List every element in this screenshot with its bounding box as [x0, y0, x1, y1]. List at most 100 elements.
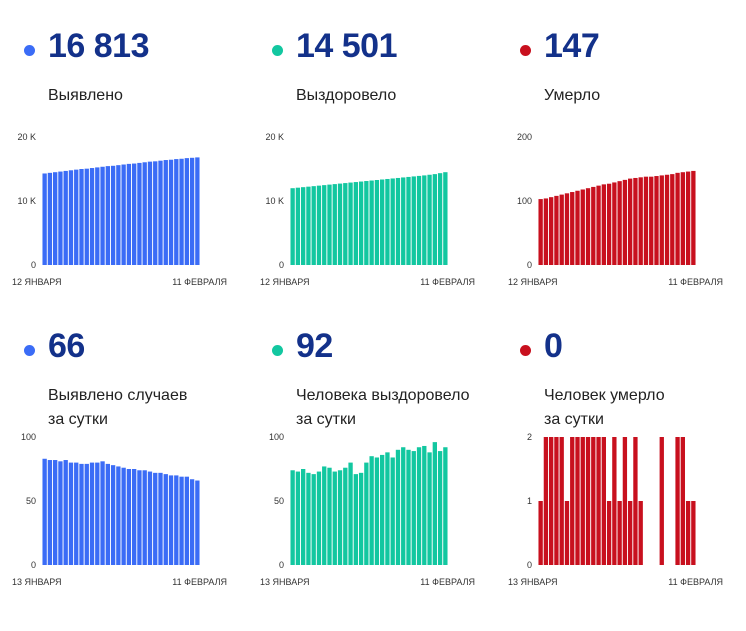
bar [174, 475, 179, 565]
recovered-daily-label: Человека выздоровело за сутки [296, 384, 491, 432]
bar [290, 470, 295, 565]
bar [422, 175, 427, 265]
bar [84, 463, 89, 565]
bar [685, 501, 691, 565]
bar [538, 501, 543, 565]
bar [53, 460, 58, 565]
bar [179, 476, 184, 565]
y-tick-label: 0 [279, 560, 284, 570]
y-tick-label: 50 [26, 496, 36, 506]
bar [585, 437, 591, 565]
bar [390, 178, 395, 265]
bar [348, 462, 353, 565]
bar [105, 463, 110, 565]
bar [628, 501, 633, 565]
bar [100, 166, 105, 265]
died-label: Умерло [544, 84, 739, 108]
bar [316, 185, 322, 265]
bar [622, 179, 628, 265]
y-tick-label: 100 [517, 196, 532, 206]
bar [353, 474, 358, 565]
bar [643, 176, 649, 265]
y-tick-label: 200 [517, 132, 532, 142]
bar [158, 472, 163, 565]
bar [416, 447, 422, 565]
bar [564, 501, 570, 565]
bar [68, 170, 74, 265]
bar [142, 470, 147, 565]
bar [343, 467, 348, 565]
bar [63, 460, 68, 565]
bar [691, 501, 696, 565]
legend-dot [272, 345, 283, 356]
bar [664, 174, 670, 265]
bar [311, 186, 316, 265]
detected-value: 16 813 [48, 27, 150, 65]
x-tick-label-end: 11 ФЕВРАЛЯ [668, 577, 723, 587]
bar [116, 466, 121, 565]
bar [406, 176, 411, 265]
bar [168, 159, 174, 265]
bar [358, 472, 364, 565]
bar [105, 166, 110, 265]
bar [385, 178, 390, 265]
bar [332, 471, 337, 565]
bar [337, 183, 343, 265]
bar [68, 462, 74, 565]
label-line: Человек умерло [544, 387, 665, 404]
bar [163, 160, 168, 265]
bar [184, 158, 189, 265]
bar [163, 474, 168, 565]
y-tick-label: 20 K [265, 132, 284, 142]
bar [411, 176, 416, 265]
bar [628, 178, 633, 265]
bar [559, 437, 564, 565]
bar [685, 171, 691, 265]
panel-5: 0 Человек умерло за сутки 0 1 2 13 ЯНВАРЯ 11 ФЕ… [496, 300, 742, 600]
bar [42, 458, 47, 565]
bar [353, 182, 358, 265]
bar [189, 157, 195, 265]
bar [411, 451, 416, 565]
bar [638, 177, 643, 265]
bar [79, 169, 84, 265]
bar [659, 175, 664, 265]
y-tick-label: 0 [31, 560, 36, 570]
bar [564, 193, 570, 265]
detected-daily-chart: 0 50 100 13 ЯНВАРЯ 11 ФЕВРАЛЯ [12, 432, 227, 587]
bar [549, 197, 554, 265]
bar [654, 176, 659, 265]
bar [659, 437, 664, 565]
bar [575, 437, 580, 565]
bar [132, 163, 137, 265]
bar [395, 177, 401, 265]
bar [437, 451, 443, 565]
bar [110, 165, 116, 265]
bar [401, 177, 406, 265]
bar [406, 449, 411, 565]
legend-dot [520, 45, 531, 56]
bar [316, 471, 322, 565]
legend-dot [24, 345, 35, 356]
bar [570, 192, 575, 265]
bar [306, 186, 311, 265]
bar [432, 174, 437, 265]
bar [95, 462, 100, 565]
x-tick-label-start: 13 ЯНВАРЯ [12, 577, 62, 587]
bar [649, 176, 654, 265]
bar [416, 175, 422, 265]
bar [295, 471, 301, 565]
bar [443, 172, 448, 265]
bar [395, 449, 401, 565]
bar [306, 472, 311, 565]
bar [554, 195, 559, 265]
bar [58, 171, 63, 265]
bar [585, 188, 591, 265]
died-chart: 0 100 200 12 ЯНВАРЯ 11 ФЕВРАЛЯ [508, 132, 723, 287]
bar [168, 475, 174, 565]
x-tick-label-end: 11 ФЕВРАЛЯ [172, 577, 227, 587]
died-daily-value: 0 [544, 327, 563, 365]
label-line: за сутки [48, 411, 108, 428]
detected-daily-value: 66 [48, 327, 85, 365]
bar [327, 467, 332, 565]
